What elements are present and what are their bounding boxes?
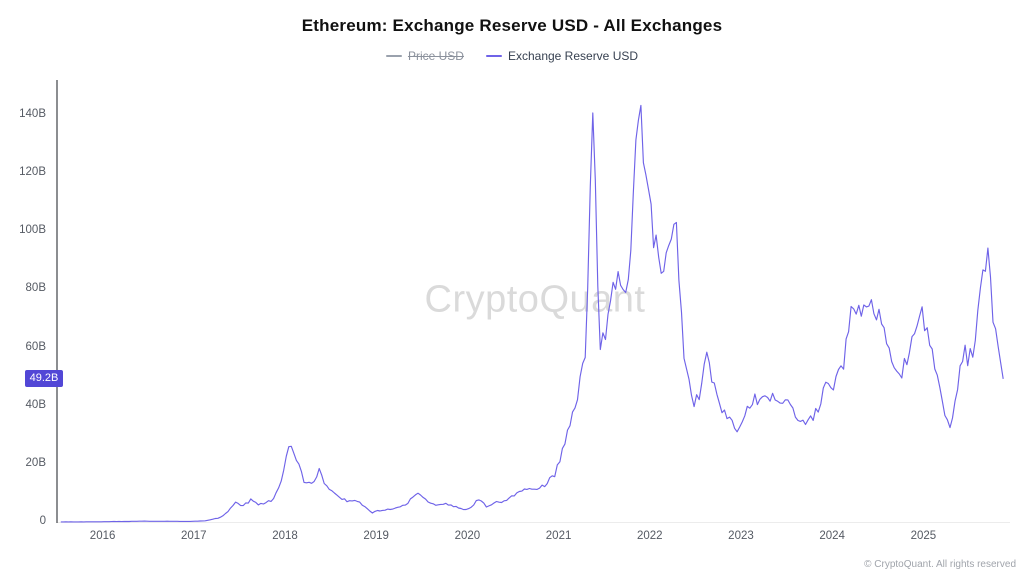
x-axis-tick-label: 2020 xyxy=(454,530,481,542)
x-axis-tick-label: 2021 xyxy=(545,530,572,542)
copyright-footer: © CryptoQuant. All rights reserved xyxy=(864,559,1016,570)
legend-item-label: Price USD xyxy=(407,49,464,63)
x-axis-tick-label: 2024 xyxy=(819,530,845,542)
x-axis-tick-label: 2018 xyxy=(272,530,298,542)
x-axis-tick-label: 2017 xyxy=(180,530,207,542)
y-axis-tick-label: 120B xyxy=(19,166,46,179)
y-axis-tick-label: 20B xyxy=(25,456,46,469)
y-axis-tick-label: 0 xyxy=(39,515,46,527)
current-value-badge: 49.2B xyxy=(25,370,63,388)
legend-item-exchange-reserve-usd[interactable]: Exchange Reserve USD xyxy=(485,49,639,63)
legend-item-price-usd[interactable]: Price USD xyxy=(385,49,464,63)
x-axis-tick-label: 2022 xyxy=(636,530,663,542)
legend-item-label: Exchange Reserve USD xyxy=(507,49,639,63)
x-axis-tick-label: 2025 xyxy=(910,530,937,542)
x-axis-tick-label: 2023 xyxy=(728,530,754,542)
legend-line-swatch xyxy=(485,55,502,57)
y-axis-tick-label: 60B xyxy=(25,340,46,353)
y-axis-tick-label: 40B xyxy=(25,398,46,411)
y-axis-tick-label: 100B xyxy=(19,224,46,237)
y-axis-tick-label: 140B xyxy=(19,107,46,120)
exchange-reserve-usd-line xyxy=(60,104,1004,523)
x-axis-tick-label: 2016 xyxy=(89,530,116,542)
y-axis-tick-label: 80B xyxy=(25,282,46,295)
legend-line-swatch xyxy=(385,55,402,57)
chart-legend: Price USD Exchange Reserve USD xyxy=(0,49,1024,63)
page-title: Ethereum: Exchange Reserve USD - All Exc… xyxy=(301,16,723,35)
x-axis-tick-label: 2019 xyxy=(363,530,389,542)
